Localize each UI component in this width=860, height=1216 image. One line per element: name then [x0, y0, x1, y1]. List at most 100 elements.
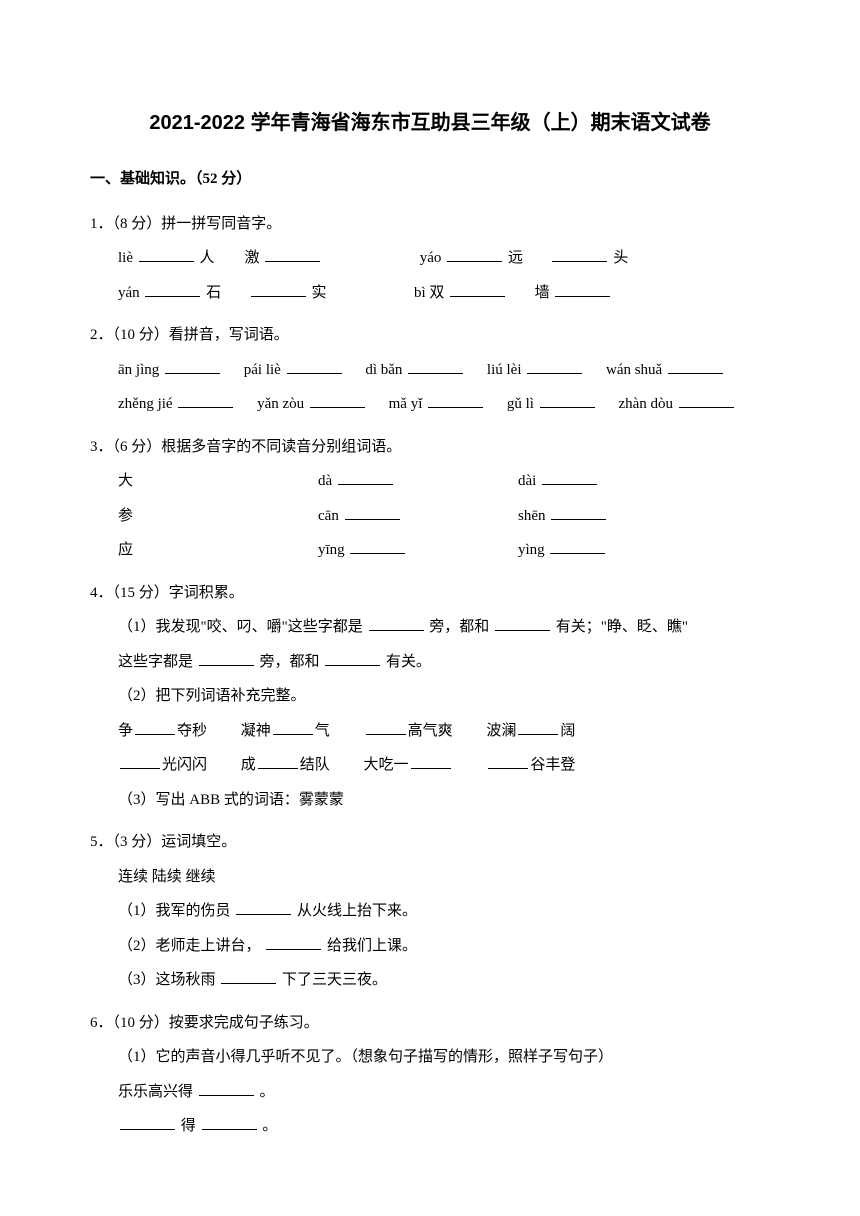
pinyin: pái liè: [244, 362, 281, 378]
blank[interactable]: [411, 751, 451, 769]
q4-idioms-r1: 争夺秒 凝神气 高气爽 波澜阔: [90, 714, 770, 749]
blank[interactable]: [550, 536, 605, 554]
blank[interactable]: [120, 751, 160, 769]
blank[interactable]: [221, 966, 276, 984]
q1-r1-pinyin1: liè: [118, 250, 133, 266]
blank[interactable]: [540, 390, 595, 408]
blank[interactable]: [265, 244, 320, 262]
blank[interactable]: [551, 502, 606, 520]
blank[interactable]: [135, 717, 175, 735]
q2-row2: zhěng jié yǎn zòu mǎ yǐ gǔ lì zhàn dòu: [90, 387, 770, 422]
q1-row2: yán 石 实 bì 双 墙: [90, 276, 770, 311]
q4-s2: （2）把下列词语补充完整。: [90, 679, 770, 714]
q1-r2-pinyin1: yán: [118, 285, 140, 301]
blank[interactable]: [518, 717, 558, 735]
blank[interactable]: [145, 279, 200, 297]
text: 有关。: [386, 654, 431, 670]
blank[interactable]: [542, 467, 597, 485]
pinyin: dà: [318, 473, 332, 489]
text: 乐乐高兴得: [118, 1084, 193, 1100]
blank[interactable]: [527, 356, 582, 374]
q4-s3: （3）写出 ABB 式的词语：雾蒙蒙: [90, 783, 770, 818]
blank[interactable]: [258, 751, 298, 769]
q1-r1-text3: 头: [613, 250, 628, 266]
blank[interactable]: [428, 390, 483, 408]
blank[interactable]: [251, 279, 306, 297]
blank[interactable]: [139, 244, 194, 262]
exam-title: 2021-2022 学年青海省海东市互助县三年级（上）期末语文试卷: [90, 100, 770, 146]
q5-s3: （3）这场秋雨 下了三天三夜。: [90, 963, 770, 998]
blank[interactable]: [408, 356, 463, 374]
blank[interactable]: [199, 648, 254, 666]
q6-s1c: 得 。: [90, 1109, 770, 1144]
pinyin: yǎn zòu: [257, 396, 304, 412]
q4-prompt: 4．（15 分）字词积累。: [90, 576, 770, 611]
q3-row-1: 参 cān shēn: [90, 499, 770, 534]
blank[interactable]: [178, 390, 233, 408]
text: 旁，都和: [429, 619, 489, 635]
q1-r2-text3: 墙: [535, 285, 550, 301]
blank[interactable]: [668, 356, 723, 374]
blank[interactable]: [552, 244, 607, 262]
pinyin: wán shuǎ: [606, 362, 662, 378]
question-4: 4．（15 分）字词积累。 （1）我发现"咬、叼、嚼"这些字都是 旁，都和 有关…: [90, 576, 770, 818]
blank[interactable]: [495, 613, 550, 631]
blank[interactable]: [447, 244, 502, 262]
q1-r2-pinyin2: bì 双: [414, 285, 444, 301]
blank[interactable]: [369, 613, 424, 631]
pinyin: shēn: [518, 508, 546, 524]
blank[interactable]: [199, 1078, 254, 1096]
pinyin: yìng: [518, 542, 545, 558]
q5-prompt: 5．（3 分）运词填空。: [90, 825, 770, 860]
blank[interactable]: [165, 356, 220, 374]
q1-prompt: 1．（8 分）拼一拼写同音字。: [90, 207, 770, 242]
blank[interactable]: [366, 717, 406, 735]
text: 夺秒: [177, 723, 207, 739]
question-6: 6．（10 分）按要求完成句子练习。 （1）它的声音小得几乎听不见了。（想象句子…: [90, 1006, 770, 1144]
q3-prompt: 3．（6 分）根据多音字的不同读音分别组词语。: [90, 430, 770, 465]
blank[interactable]: [555, 279, 610, 297]
blank[interactable]: [273, 717, 313, 735]
text: （1）我军的伤员: [118, 903, 231, 919]
blank[interactable]: [679, 390, 734, 408]
blank[interactable]: [266, 932, 321, 950]
pinyin: zhàn dòu: [618, 396, 673, 412]
pinyin: mǎ yǐ: [389, 396, 423, 412]
blank[interactable]: [338, 467, 393, 485]
blank[interactable]: [120, 1112, 175, 1130]
pinyin: cān: [318, 508, 339, 524]
text: 成: [241, 757, 256, 773]
q5-words: 连续 陆续 继续: [90, 860, 770, 895]
text: 光闪闪: [162, 757, 207, 773]
q1-r1-pinyin2: yáo: [420, 250, 442, 266]
text: 争: [118, 723, 133, 739]
text: 。: [262, 1118, 277, 1134]
blank[interactable]: [325, 648, 380, 666]
text: 气: [315, 723, 330, 739]
blank[interactable]: [310, 390, 365, 408]
section1-header: 一、基础知识。（52 分）: [90, 162, 770, 197]
q3-row-0: 大 dà dài: [90, 464, 770, 499]
blank[interactable]: [287, 356, 342, 374]
q6-s1: （1）它的声音小得几乎听不见了。（想象句子描写的情形，照样子写句子）: [90, 1040, 770, 1075]
question-2: 2．（10 分）看拼音，写词语。 ān jìng pái liè dì bǎn …: [90, 318, 770, 422]
blank[interactable]: [450, 279, 505, 297]
q1-row1: liè 人 激 yáo 远 头: [90, 241, 770, 276]
blank[interactable]: [350, 536, 405, 554]
q5-s1: （1）我军的伤员 从火线上抬下来。: [90, 894, 770, 929]
text: （1）我发现"咬、叼、嚼"这些字都是: [118, 619, 363, 635]
q6-s1a: 乐乐高兴得 。: [90, 1075, 770, 1110]
blank[interactable]: [236, 897, 291, 915]
text: 旁，都和: [260, 654, 320, 670]
question-5: 5．（3 分）运词填空。 连续 陆续 继续 （1）我军的伤员 从火线上抬下来。 …: [90, 825, 770, 998]
q2-row1: ān jìng pái liè dì bǎn liú lèi wán shuǎ: [90, 353, 770, 388]
q5-s2: （2）老师走上讲台， 给我们上课。: [90, 929, 770, 964]
text: （2）老师走上讲台，: [118, 938, 261, 954]
blank[interactable]: [202, 1112, 257, 1130]
blank[interactable]: [345, 502, 400, 520]
q2-prompt: 2．（10 分）看拼音，写词语。: [90, 318, 770, 353]
text: （3）这场秋雨: [118, 972, 216, 988]
blank[interactable]: [488, 751, 528, 769]
pinyin: ān jìng: [118, 362, 159, 378]
char: 参: [118, 499, 318, 534]
